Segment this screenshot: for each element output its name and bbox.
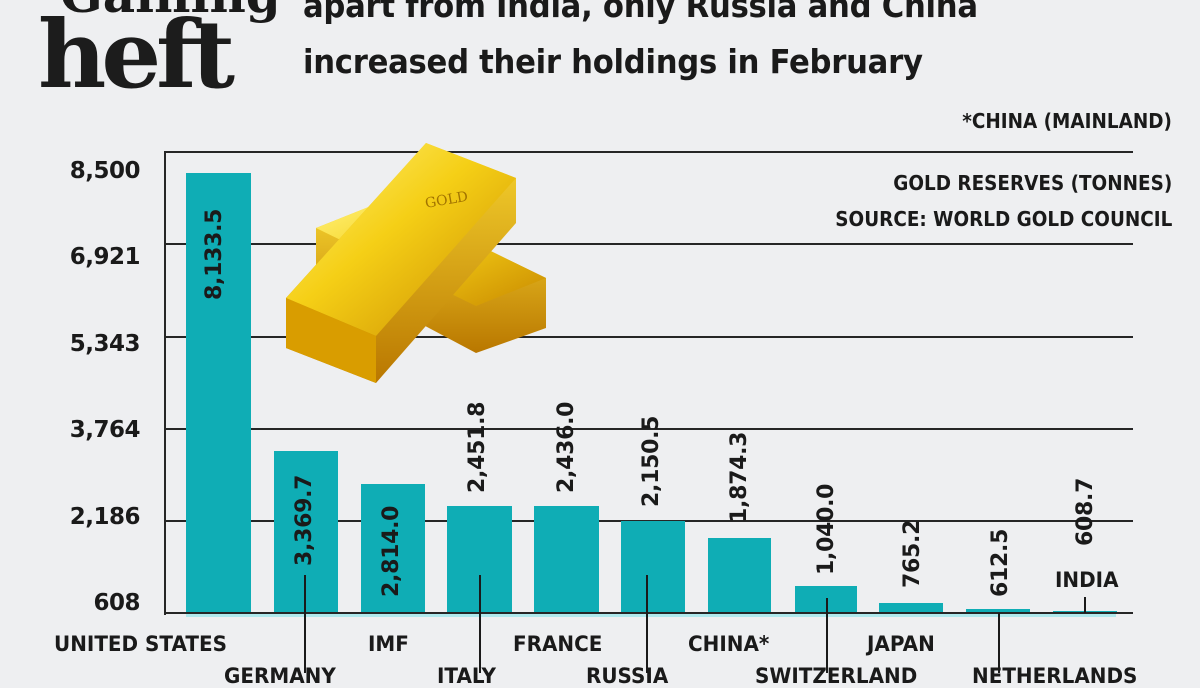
bar-united-states [186,173,251,613]
value-label-germany: 3,369.7 [292,474,317,566]
gridline-3764 [166,428,1133,430]
leader-line-russia [646,575,648,673]
category-label-india: INDIA [1055,568,1119,592]
bar-netherlands [966,609,1030,613]
value-label-india: 608.7 [1073,477,1098,546]
leader-line-switzerland [826,598,828,673]
gridline-5343 [166,336,1133,338]
y-tick-label: 5,343 [69,331,141,357]
y-tick-label: 2,186 [69,504,141,530]
kicker-title: Gaining [60,0,281,20]
x-axis-line [164,612,1133,614]
gridline-6921 [166,243,1133,245]
headline-line-2: increased their holdings in February [303,42,923,81]
bar-japan [879,603,943,613]
category-label-russia: RUSSIA [586,664,669,688]
value-label-japan: 765.2 [900,519,925,588]
category-label-imf: IMF [368,632,409,656]
category-label-japan: JAPAN [867,632,935,656]
value-label-italy: 2,451.8 [465,401,490,493]
bar-russia [621,521,685,613]
footnote: *CHINA (MAINLAND) [962,109,1172,133]
category-label-france: FRANCE [513,632,603,656]
gridline-8500 [166,151,1133,153]
baseline-highlight [186,614,1116,617]
bar-france [534,506,599,613]
headline-line-1: apart from India, only Russia and China [303,0,978,25]
y-tick-label: 6,921 [69,244,141,270]
category-label-china: CHINA* [688,632,770,656]
bar-china [708,538,771,613]
y-tick-label: 3,764 [69,417,141,443]
legend-backdrop [720,168,1172,232]
leader-line-italy [479,575,481,673]
value-label-russia: 2,150.5 [639,415,664,507]
leader-line-netherlands [998,613,1000,673]
value-label-united-states: 8,133.5 [202,208,227,300]
source-label: SOURCE: WORLD GOLD COUNCIL [834,207,1172,231]
value-label-china: 1,874.3 [727,431,752,523]
leader-line-germany [304,575,306,673]
y-tick-label: 8,500 [69,158,141,184]
value-label-switzerland: 1,040.0 [814,483,839,575]
gold-bars-illustration: GOLD [286,143,546,383]
bar-germany [274,451,338,613]
value-label-imf: 2,814.0 [379,505,404,597]
y-tick-label: 608 [93,590,140,616]
value-label-france: 2,436.0 [554,401,579,493]
category-label-netherlands: NETHERLANDS [972,664,1138,688]
svg-text:GOLD: GOLD [424,189,469,212]
category-label-switzerland: SWITZERLAND [755,664,918,688]
category-label-germany: GERMANY [224,664,336,688]
value-label-netherlands: 612.5 [988,528,1013,597]
leader-line-india [1084,597,1086,613]
unit-label: GOLD RESERVES (TONNES) [893,171,1172,195]
category-label-italy: ITALY [437,664,496,688]
y-axis-line [164,151,166,615]
category-label-united-states: UNITED STATES [54,632,227,656]
chart-title: heft [38,0,235,110]
bar-imf [361,484,425,613]
